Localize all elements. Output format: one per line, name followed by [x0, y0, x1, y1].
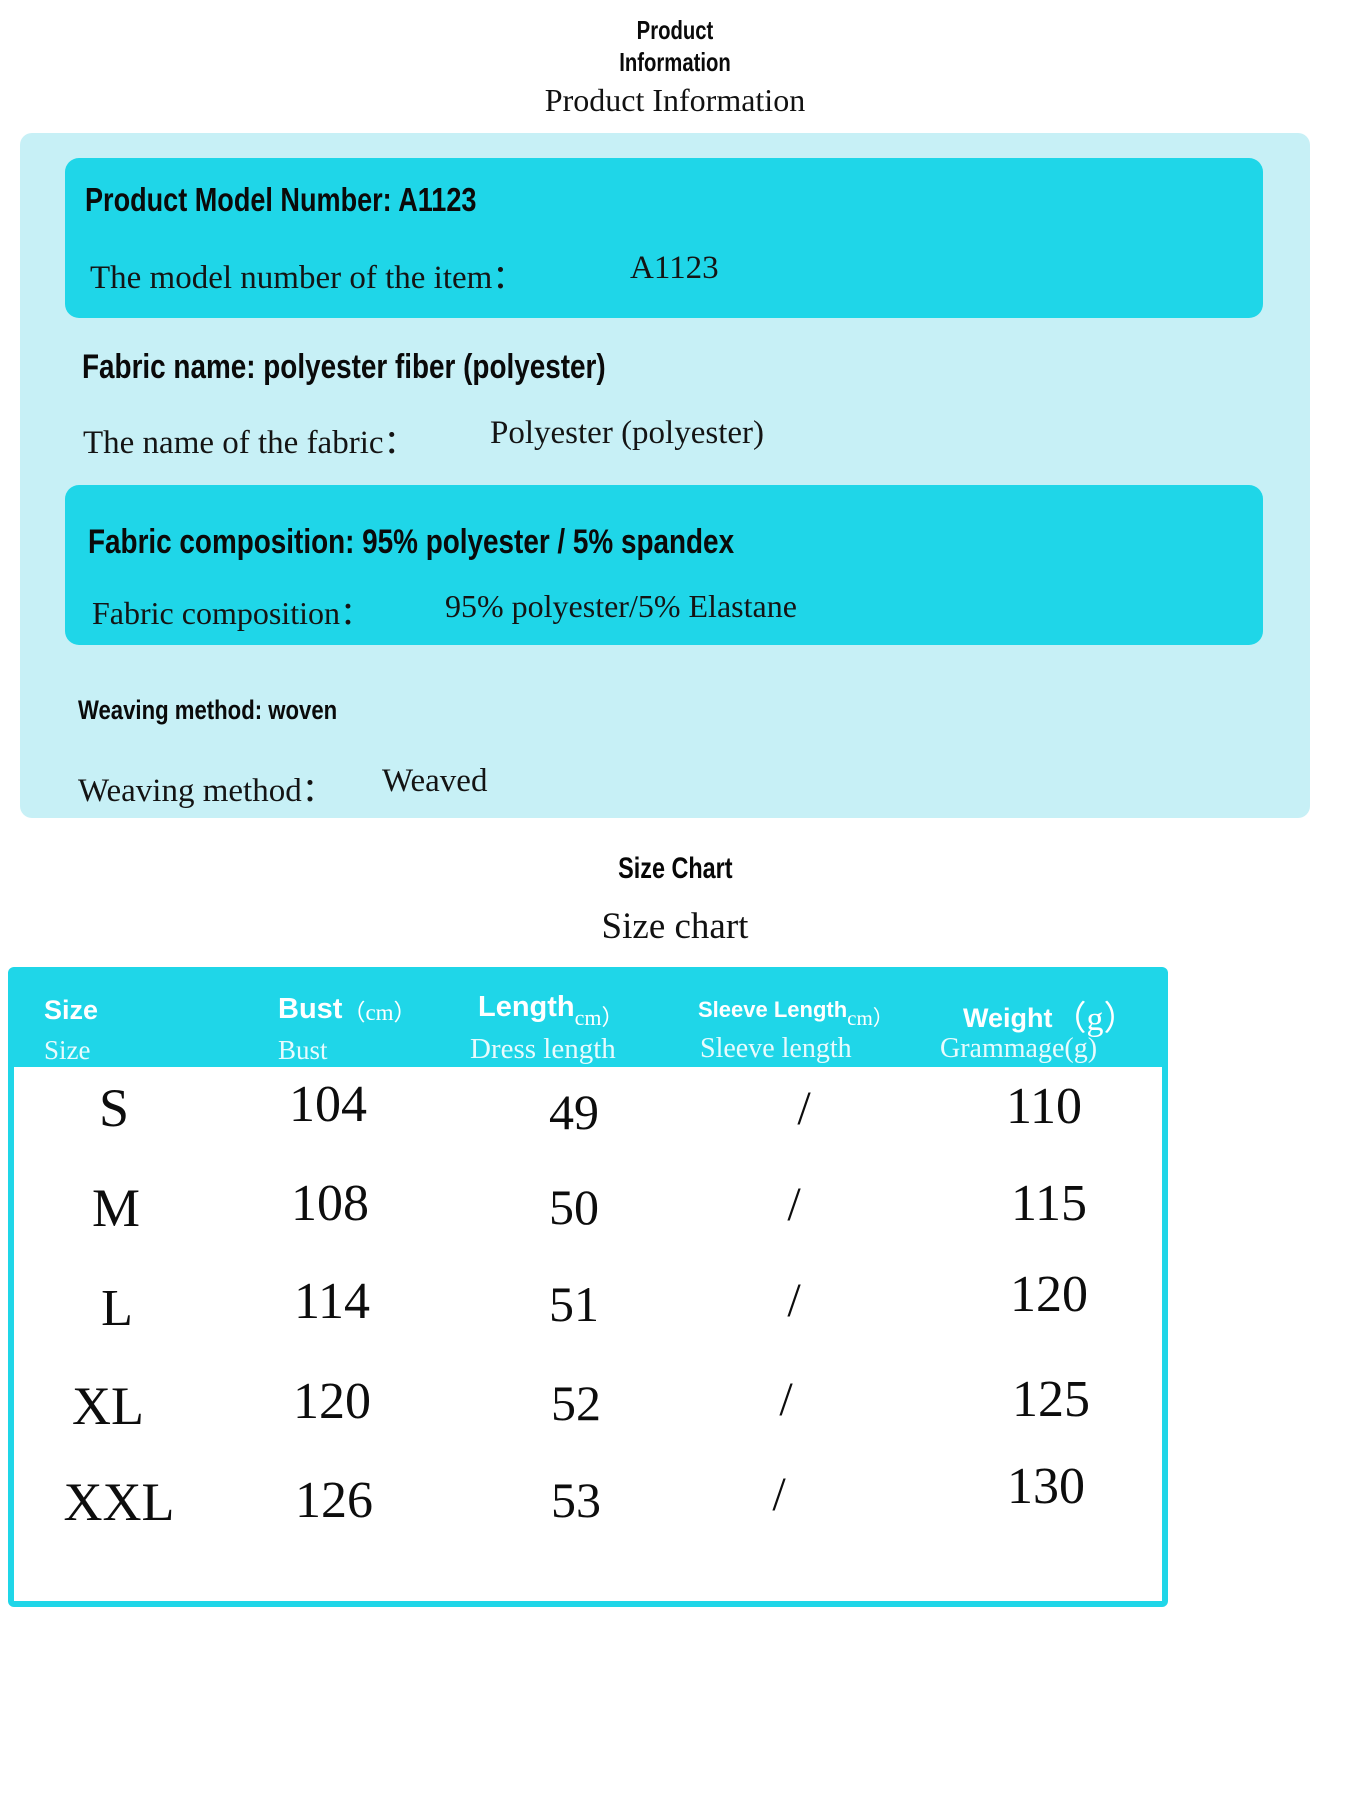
info-heading-fabric-name: Fabric name: polyester fiber (polyester): [82, 348, 606, 386]
info-sublabel-model-number: The model number of the item：: [90, 260, 526, 296]
size-chart-title-serif: Size chart: [601, 906, 749, 947]
cell-weight: 130: [1007, 1458, 1085, 1515]
cell-weight: 110: [1005, 1078, 1083, 1135]
info-subvalue-weaving-method: Weaved: [382, 763, 488, 799]
size-chart-title: Size Chart: [0, 852, 1350, 886]
info-sublabel-weaving-method: Weaving method：: [78, 773, 335, 809]
cell-sleeve: /: [787, 1274, 801, 1327]
info-heading-model-number: Product Model Number: A1123: [85, 181, 477, 218]
info-sublabel-fabric-name: The name of the fabric：: [83, 425, 417, 461]
product-information-panel: Product Model Number: A1123 The model nu…: [20, 133, 1310, 818]
cell-size: M: [91, 1178, 141, 1238]
column-subheader-length: Dress length: [470, 1033, 616, 1065]
cell-bust: 114: [293, 1273, 371, 1330]
column-subheader-bust: Bust: [278, 1035, 328, 1065]
page-title: Product Information Product Information: [0, 14, 1350, 119]
info-heading-weaving-method: Weaving method: woven: [78, 695, 338, 725]
column-subheader-sleeve-length: Sleeve length: [700, 1033, 852, 1064]
cell-length: 50: [549, 1179, 599, 1235]
column-header-weight: Weight（g）: [963, 1001, 1138, 1038]
column-header-size: Size: [44, 995, 99, 1025]
cell-weight: 125: [1012, 1371, 1090, 1428]
column-header-sleeve-length: Sleeve Lengthcm）: [698, 997, 894, 1030]
cell-bust: 104: [289, 1076, 367, 1133]
cell-length: 52: [551, 1375, 601, 1431]
cell-size: S: [98, 1078, 130, 1138]
cell-sleeve: /: [797, 1082, 811, 1135]
column-subheader-weight: Grammage(g): [940, 1033, 1098, 1064]
cell-bust: 108: [291, 1175, 369, 1232]
info-heading-fabric-composition: Fabric composition: 95% polyester / 5% s…: [88, 523, 735, 561]
table-header-row: Size Bust（cm） Lengthcm） Sleeve Lengthcm）…: [8, 967, 1168, 1067]
table-body: S 104 49 / 110 M 108 50 / 115 L 114 51 /…: [14, 1067, 1162, 1601]
column-subheader-size: Size: [44, 1035, 91, 1065]
size-chart-table: Size Bust（cm） Lengthcm） Sleeve Lengthcm）…: [8, 967, 1168, 1607]
page-title-bold: Product Information: [619, 15, 731, 77]
page-title-serif: Product Information: [544, 82, 806, 118]
info-subvalue-fabric-name: Polyester (polyester): [490, 415, 765, 451]
info-subvalue-fabric-composition: 95% polyester/5% Elastane: [445, 588, 797, 624]
cell-length: 49: [549, 1084, 599, 1140]
cell-bust: 126: [295, 1472, 373, 1529]
cell-sleeve: /: [787, 1178, 801, 1231]
cell-weight: 120: [1010, 1266, 1088, 1323]
cell-length: 51: [549, 1276, 599, 1332]
cell-size: XL: [72, 1376, 144, 1436]
info-sublabel-fabric-composition: Fabric composition：: [92, 595, 372, 631]
cell-length: 53: [551, 1472, 601, 1528]
cell-size: XXL: [63, 1472, 175, 1532]
cell-sleeve: /: [772, 1468, 786, 1521]
cell-size: L: [101, 1280, 133, 1337]
column-header-length: Lengthcm）: [478, 991, 624, 1030]
highlight-band-composition: [65, 485, 1263, 645]
info-subvalue-model-number: A1123: [630, 250, 719, 286]
cell-sleeve: /: [779, 1373, 793, 1426]
cell-weight: 115: [1010, 1175, 1088, 1232]
column-header-bust: Bust（cm）: [278, 993, 417, 1025]
highlight-band-model: [65, 158, 1263, 318]
size-chart-title-bold: Size Chart: [617, 852, 733, 885]
cell-bust: 120: [293, 1373, 371, 1430]
